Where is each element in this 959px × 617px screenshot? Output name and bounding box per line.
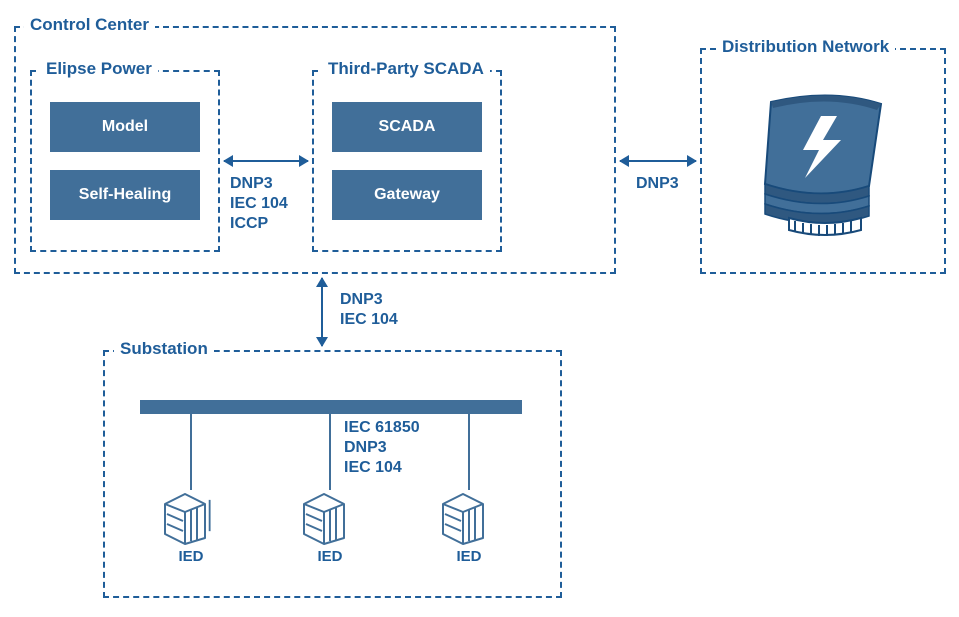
self-healing-box: Self-Healing: [50, 170, 200, 220]
elipse-power-box: [30, 70, 220, 252]
distribution-network-icon: [743, 90, 903, 250]
proto-line: DNP3: [636, 174, 679, 194]
self-healing-label: Self-Healing: [79, 186, 171, 204]
protocols-cc-substation: DNP3 IEC 104: [340, 290, 398, 330]
gateway-box: Gateway: [332, 170, 482, 220]
bus-drop-3: [468, 414, 470, 490]
ied-icon-3: [441, 490, 497, 546]
proto-line: IEC 104: [340, 310, 398, 330]
proto-line: DNP3: [230, 174, 288, 194]
proto-line: IEC 104: [230, 194, 288, 214]
protocols-cc-distnet: DNP3: [636, 174, 679, 194]
scada-label: SCADA: [379, 118, 436, 136]
substation-bus-bar: [140, 400, 522, 414]
arrow-cc-to-distnet: [620, 160, 696, 162]
proto-line: DNP3: [344, 438, 420, 458]
proto-line: IEC 104: [344, 458, 420, 478]
ied-label-2: IED: [315, 548, 345, 565]
distribution-network-title: Distribution Network: [716, 37, 895, 57]
proto-line: ICCP: [230, 214, 288, 234]
model-label: Model: [102, 118, 148, 136]
gateway-label: Gateway: [374, 186, 440, 204]
bus-protocols: IEC 61850 DNP3 IEC 104: [344, 418, 420, 478]
proto-line: DNP3: [340, 290, 398, 310]
substation-title: Substation: [114, 339, 214, 359]
control-center-title: Control Center: [24, 15, 155, 35]
model-box: Model: [50, 102, 200, 152]
third-party-scada-title: Third-Party SCADA: [322, 59, 490, 79]
bus-drop-2: [329, 414, 331, 490]
bus-drop-1: [190, 414, 192, 490]
ied-label-3: IED: [454, 548, 484, 565]
proto-line: IEC 61850: [344, 418, 420, 438]
arrow-cc-to-substation: [321, 278, 323, 346]
elipse-power-title: Elipse Power: [40, 59, 158, 79]
ied-icon-2: [302, 490, 358, 546]
third-party-scada-box: [312, 70, 502, 252]
protocols-cc-internal: DNP3 IEC 104 ICCP: [230, 174, 288, 234]
ied-icon-1: [163, 490, 219, 546]
arrow-elipse-to-scada: [224, 160, 308, 162]
scada-box: SCADA: [332, 102, 482, 152]
ied-label-1: IED: [176, 548, 206, 565]
